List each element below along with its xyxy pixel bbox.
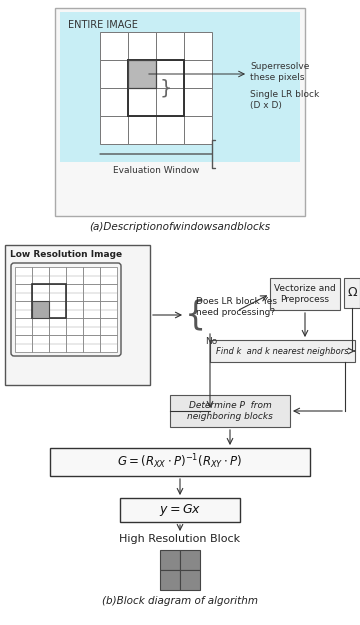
Bar [156,116,184,144]
Bar [32,284,49,301]
Bar [184,116,212,144]
Bar [15,284,32,301]
Bar [15,267,32,284]
Bar [66,318,83,335]
Bar [180,550,200,570]
Bar [128,32,156,60]
Bar [66,335,83,352]
Bar [5,245,150,385]
Bar [83,267,100,284]
Text: Vectorize and
Preprocess: Vectorize and Preprocess [274,284,336,304]
Bar [100,116,128,144]
Bar [32,318,49,335]
Bar [100,335,117,352]
Bar [15,301,32,318]
Bar [128,60,156,88]
Text: Single LR block
(D x D): Single LR block (D x D) [250,90,319,110]
Bar [100,318,117,335]
Text: $y = Gx$: $y = Gx$ [159,502,201,518]
Bar [128,88,156,116]
Text: No: No [205,337,217,346]
Text: Find k  and k nearest neighbors: Find k and k nearest neighbors [216,346,349,356]
Bar [210,340,355,362]
Bar [180,570,200,590]
Bar [100,88,128,116]
Bar [100,267,117,284]
Bar [128,116,156,144]
Text: Determine P  from
neighboring blocks: Determine P from neighboring blocks [187,401,273,421]
Bar [83,335,100,352]
Bar [270,278,340,310]
Bar [66,284,83,301]
Bar [49,284,66,301]
Bar [100,32,128,60]
Bar [128,60,184,116]
Bar [32,335,49,352]
Bar [49,301,66,318]
Bar [100,301,117,318]
Bar [156,32,184,60]
Bar [55,8,305,216]
Text: {: { [185,299,206,331]
Bar [344,278,360,308]
Bar [100,60,128,88]
Text: Low Resolution Image: Low Resolution Image [10,250,122,259]
Bar [120,498,240,522]
Text: $G = (R_{XX} \cdot P)^{-1} (R_{XY} \cdot P)$: $G = (R_{XX} \cdot P)^{-1} (R_{XY} \cdot… [117,452,243,471]
Bar [160,570,180,590]
Bar [49,267,66,284]
Bar [49,318,66,335]
Bar [66,301,83,318]
Bar [49,335,66,352]
Text: Does LR block Yes
need processing?: Does LR block Yes need processing? [196,298,277,317]
Bar [15,335,32,352]
Bar [15,318,32,335]
Bar [100,284,117,301]
Text: }: } [160,79,172,98]
Text: Ω: Ω [347,286,357,299]
Bar [83,301,100,318]
Text: High Resolution Block: High Resolution Block [120,534,240,544]
Bar [83,318,100,335]
Text: Evaluation Window: Evaluation Window [113,166,199,175]
Bar [83,284,100,301]
Bar [156,60,184,88]
Bar [32,284,66,318]
Bar [170,395,290,427]
Text: (a)Descriptionofwindowsandblocks: (a)Descriptionofwindowsandblocks [89,222,271,232]
Bar [60,12,300,162]
Text: (b)Block diagram of algorithm: (b)Block diagram of algorithm [102,596,258,606]
Bar [184,88,212,116]
Bar [184,60,212,88]
Bar [32,267,49,284]
Text: ENTIRE IMAGE: ENTIRE IMAGE [68,20,138,30]
Text: Superresolve
these pixels: Superresolve these pixels [250,62,309,82]
Bar [184,32,212,60]
Bar [50,448,310,476]
Bar [32,301,49,318]
Bar [128,60,156,88]
Bar [66,267,83,284]
Bar [32,301,49,318]
Bar [160,550,180,570]
Bar [156,88,184,116]
